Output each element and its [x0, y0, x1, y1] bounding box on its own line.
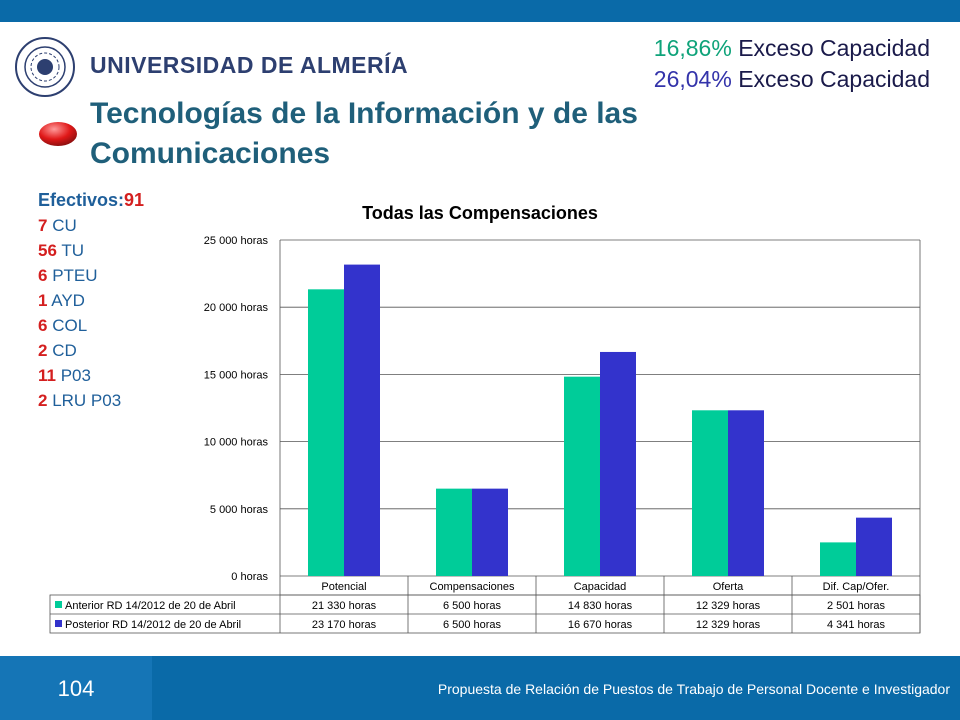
- x-category-label: Capacidad: [574, 581, 627, 593]
- bar: [600, 351, 636, 576]
- staff-item: 11 P03: [38, 366, 91, 385]
- compensations-chart: Todas las Compensaciones 0 horas 5 000 ho…: [49, 203, 921, 634]
- legend-swatch: [55, 601, 62, 608]
- data-label: 4 341 horas: [827, 619, 886, 631]
- bar: [564, 376, 600, 576]
- chart-title: Todas las Compensaciones: [362, 203, 598, 223]
- page-number: 104: [57, 676, 95, 701]
- capacity-line-1: 16,86% Exceso Capacidad: [653, 35, 930, 61]
- staff-item: 1 AYD: [38, 291, 85, 310]
- data-label: 6 500 horas: [443, 619, 502, 631]
- y-tick-label: 10 000 horas: [204, 437, 269, 449]
- bar: [308, 289, 344, 576]
- legend-swatch: [55, 620, 62, 627]
- bar: [344, 264, 380, 576]
- footer-text: Propuesta de Relación de Puestos de Trab…: [437, 681, 950, 697]
- x-category-label: Potencial: [321, 581, 366, 593]
- page-number-box: [0, 656, 152, 720]
- data-label: 12 329 horas: [696, 619, 761, 631]
- y-tick-label: 0 horas: [231, 571, 268, 583]
- data-label: 14 830 horas: [568, 600, 633, 612]
- capacity-line-2: 26,04% Exceso Capacidad: [653, 66, 930, 92]
- bar: [728, 410, 764, 576]
- bar: [436, 488, 472, 576]
- university-seal-icon: [15, 37, 75, 97]
- data-label: 2 501 horas: [827, 600, 886, 612]
- data-label: 16 670 horas: [568, 619, 633, 631]
- y-tick-label: 25 000 horas: [204, 235, 269, 247]
- staff-item: 2 CD: [38, 341, 77, 360]
- staff-list: Efectivos:91 7 CU 56 TU 6 PTEU 1 AYD 6 C…: [38, 188, 144, 413]
- staff-total: Efectivos:91: [38, 190, 145, 210]
- red-bullet-icon: [39, 122, 77, 146]
- bar: [856, 517, 892, 576]
- footer-bar: [0, 656, 960, 720]
- data-label: 21 330 horas: [312, 600, 377, 612]
- y-tick-label: 15 000 horas: [204, 369, 269, 381]
- top-bar: [0, 0, 960, 22]
- staff-item: 2 LRU P03: [38, 391, 122, 410]
- y-tick-label: 5 000 horas: [210, 504, 269, 516]
- legend-series-name: Anterior RD 14/2012 de 20 de Abril: [65, 600, 236, 612]
- staff-item: 56 TU: [38, 241, 85, 260]
- bar: [820, 542, 856, 576]
- page-title: Tecnologías de la Información y de las C…: [90, 97, 638, 170]
- data-label: 6 500 horas: [443, 600, 502, 612]
- x-category-label: Compensaciones: [430, 581, 515, 593]
- x-category-label: Dif. Cap/Ofer.: [823, 581, 890, 593]
- data-label: 12 329 horas: [696, 600, 761, 612]
- y-tick-label: 20 000 horas: [204, 302, 269, 314]
- staff-item: 7 CU: [38, 216, 77, 235]
- x-category-label: Oferta: [713, 581, 744, 593]
- bar: [692, 410, 728, 576]
- staff-item: 6 PTEU: [38, 266, 98, 285]
- university-name: UNIVERSIDAD DE ALMERÍA: [90, 52, 409, 78]
- legend-series-name: Posterior RD 14/2012 de 20 de Abril: [65, 619, 241, 631]
- staff-item: 6 COL: [38, 316, 88, 335]
- data-label: 23 170 horas: [312, 619, 377, 631]
- bar: [472, 488, 508, 576]
